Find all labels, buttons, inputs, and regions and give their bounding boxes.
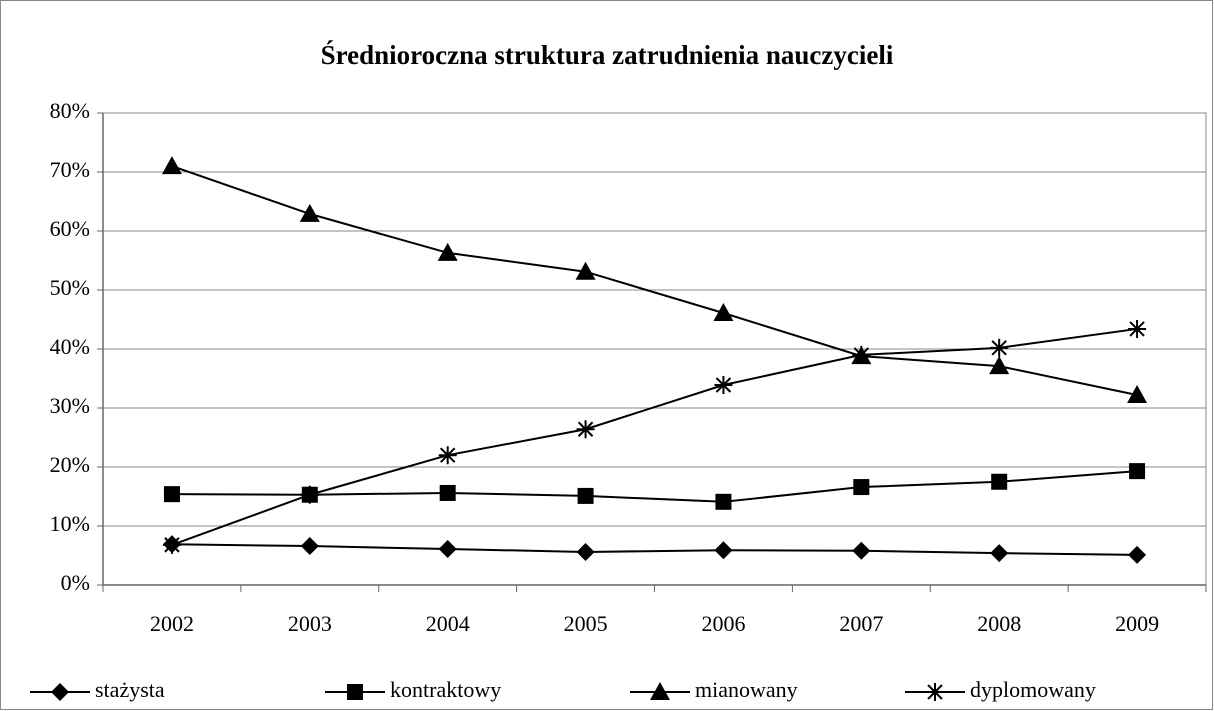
y-tick-label: 40% bbox=[50, 334, 90, 359]
series-line bbox=[171, 470, 1138, 503]
marker bbox=[714, 541, 733, 560]
chart-title: Średnioroczna struktura zatrudnienia nau… bbox=[321, 40, 894, 70]
x-tick-label: 2007 bbox=[839, 611, 883, 636]
marker bbox=[577, 487, 594, 504]
marker bbox=[713, 303, 734, 322]
marker bbox=[926, 683, 944, 701]
marker bbox=[162, 535, 181, 554]
marker bbox=[1127, 385, 1148, 404]
marker bbox=[853, 479, 870, 496]
marker bbox=[714, 375, 733, 394]
series-line bbox=[171, 327, 1138, 546]
series-line bbox=[171, 543, 1138, 556]
marker bbox=[852, 541, 871, 560]
series-line bbox=[171, 165, 1138, 396]
marker bbox=[1128, 319, 1147, 338]
marker bbox=[439, 484, 456, 501]
y-tick-label: 80% bbox=[50, 98, 90, 123]
y-tick-label: 0% bbox=[61, 570, 90, 595]
y-tick-label: 30% bbox=[50, 393, 90, 418]
marker bbox=[650, 682, 670, 700]
marker bbox=[300, 485, 319, 504]
marker bbox=[438, 446, 457, 465]
x-tick-label: 2008 bbox=[977, 611, 1021, 636]
marker bbox=[990, 338, 1009, 357]
y-tick-label: 60% bbox=[50, 216, 90, 241]
legend-label: mianowany bbox=[695, 677, 798, 702]
marker bbox=[299, 203, 320, 222]
marker bbox=[852, 345, 871, 364]
x-tick-label: 2006 bbox=[701, 611, 745, 636]
x-tick-label: 2009 bbox=[1115, 611, 1159, 636]
marker bbox=[991, 473, 1008, 490]
legend-label: kontraktowy bbox=[390, 677, 501, 702]
marker bbox=[51, 683, 69, 701]
marker bbox=[1128, 545, 1147, 564]
marker bbox=[575, 261, 596, 280]
x-tick-label: 2004 bbox=[426, 611, 470, 636]
y-tick-label: 70% bbox=[50, 157, 90, 182]
marker bbox=[163, 486, 180, 503]
y-tick-label: 20% bbox=[50, 452, 90, 477]
x-tick-label: 2005 bbox=[564, 611, 608, 636]
marker bbox=[300, 537, 319, 556]
marker bbox=[576, 420, 595, 439]
x-tick-label: 2003 bbox=[288, 611, 332, 636]
marker bbox=[437, 242, 458, 261]
marker bbox=[347, 684, 363, 700]
marker bbox=[438, 540, 457, 559]
marker bbox=[715, 493, 732, 510]
y-tick-label: 10% bbox=[50, 511, 90, 536]
marker bbox=[1129, 463, 1146, 480]
marker bbox=[989, 356, 1010, 375]
x-tick-label: 2002 bbox=[150, 611, 194, 636]
marker bbox=[576, 542, 595, 561]
legend-label: stażysta bbox=[95, 677, 165, 702]
marker bbox=[990, 544, 1009, 563]
legend-label: dyplomowany bbox=[970, 677, 1096, 702]
marker bbox=[161, 156, 182, 175]
y-tick-label: 50% bbox=[50, 275, 90, 300]
